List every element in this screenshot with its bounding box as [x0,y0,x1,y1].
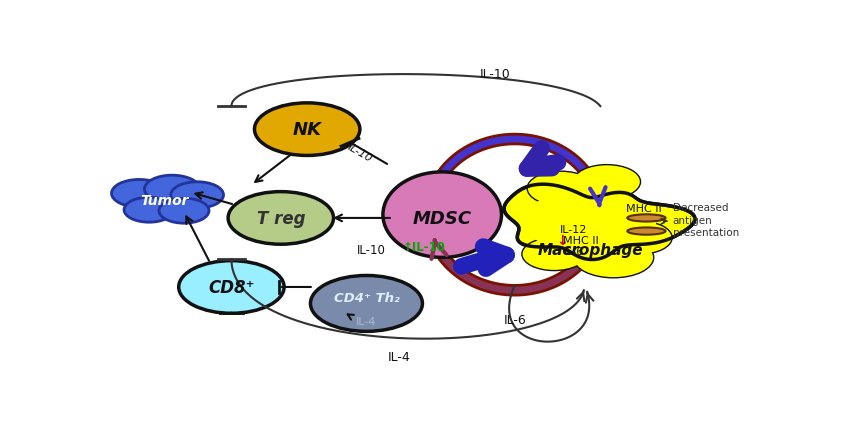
Circle shape [609,222,672,254]
Text: CD4⁺ Th₂: CD4⁺ Th₂ [333,291,399,304]
Circle shape [528,173,593,205]
Circle shape [528,173,593,205]
Circle shape [254,104,360,156]
Text: CD8⁺: CD8⁺ [208,278,255,296]
Circle shape [144,176,200,203]
Text: IL-6: IL-6 [564,246,584,256]
Polygon shape [504,185,695,260]
Text: IL-10: IL-10 [346,142,374,164]
Circle shape [523,239,586,270]
Text: IL-10: IL-10 [479,68,510,81]
Circle shape [524,189,656,254]
Text: ↓: ↓ [556,234,568,248]
Text: ↑IL-10: ↑IL-10 [402,240,445,253]
Circle shape [178,261,284,314]
Circle shape [574,166,640,199]
Circle shape [159,199,209,224]
Text: MHC II: MHC II [626,204,661,213]
Circle shape [574,166,640,199]
Ellipse shape [383,173,502,258]
Circle shape [523,239,586,270]
Text: NK: NK [292,121,322,139]
Text: IL-10: IL-10 [357,244,386,257]
Circle shape [228,192,333,245]
Text: IL-4: IL-4 [356,316,377,326]
Circle shape [574,238,653,277]
Text: Tumor: Tumor [140,193,189,207]
Text: Macrophage: Macrophage [537,242,643,257]
Text: IL-4: IL-4 [388,350,411,363]
Text: Decreased
antigen
presentation: Decreased antigen presentation [672,203,739,237]
Circle shape [171,182,224,209]
Text: MDSC: MDSC [412,210,472,227]
Circle shape [574,238,653,277]
Text: MHC II: MHC II [563,236,598,246]
Ellipse shape [627,228,666,235]
Circle shape [310,276,422,331]
Circle shape [124,198,174,223]
Circle shape [609,222,672,254]
Text: IL-12: IL-12 [560,225,587,235]
Circle shape [111,180,167,207]
Text: IL-6: IL-6 [503,314,526,327]
Text: T reg: T reg [257,210,305,227]
Ellipse shape [627,215,666,222]
